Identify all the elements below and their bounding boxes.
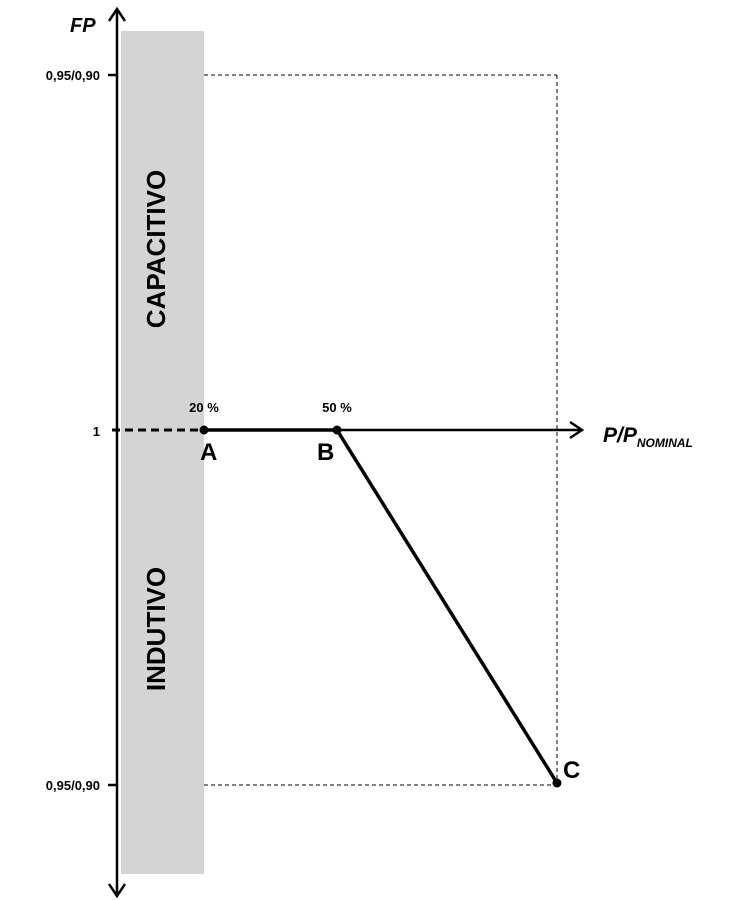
y-tick-label-middle: 1: [93, 424, 100, 439]
x-axis-title: P/PNOMINAL: [603, 424, 693, 450]
inductive-region-label: INDUTIVO: [141, 567, 171, 691]
point-a-percent-label: 20 %: [189, 400, 219, 415]
y-axis: [107, 6, 127, 899]
point-a-label: A: [200, 439, 217, 466]
y-axis-up-arrow: [107, 6, 127, 22]
x-axis-arrow: [569, 420, 585, 440]
y-tick-label-top: 0,95/0,90: [46, 68, 100, 83]
x-axis-title-main: P/P: [603, 424, 638, 447]
capacitive-region-label: CAPACITIVO: [141, 170, 171, 328]
y-axis-down-arrow: [107, 883, 127, 899]
curve-solid-segment: [204, 428, 559, 784]
reference-lines: [204, 74, 558, 786]
point-c-label: C: [563, 757, 580, 784]
point-b-marker: [332, 425, 342, 435]
y-axis-title: FP: [70, 15, 96, 37]
point-c-marker: [552, 778, 562, 788]
y-tick-label-bottom: 0,95/0,90: [46, 778, 100, 793]
point-a-marker: [199, 425, 209, 435]
point-b-percent-label: 50 %: [322, 400, 352, 415]
point-b-label: B: [317, 439, 334, 466]
shaded-band: [121, 31, 204, 874]
x-axis-title-subscript: NOMINAL: [637, 436, 693, 450]
